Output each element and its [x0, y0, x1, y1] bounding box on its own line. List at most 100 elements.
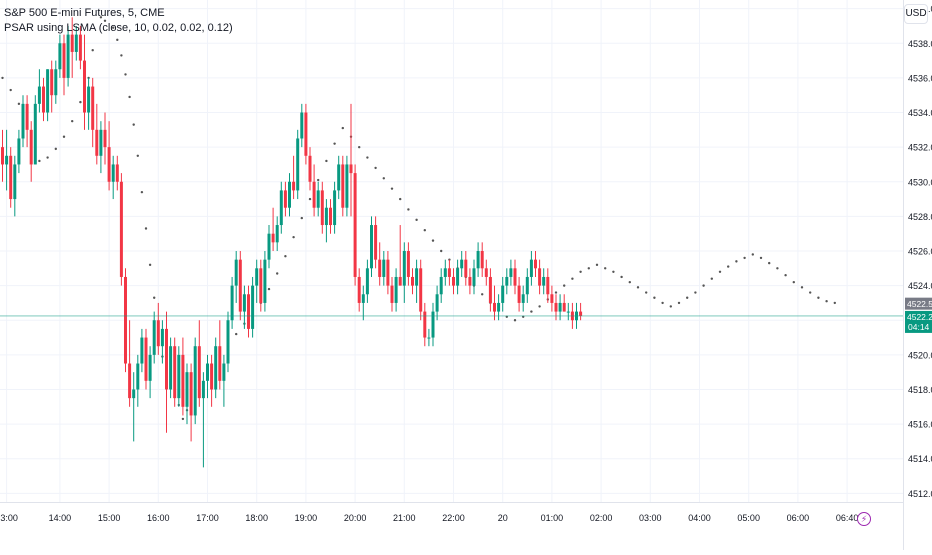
price-axis[interactable]: 4512.00 4514.00 4516.00 4518.00 4520.00 4522.…	[908, 4, 932, 499]
candle	[251, 276, 255, 338]
candle	[439, 268, 443, 303]
candle	[119, 173, 123, 286]
candle-body	[370, 225, 373, 269]
candle	[111, 155, 115, 200]
candle-body	[550, 294, 554, 303]
candle	[201, 372, 205, 468]
candle	[222, 354, 226, 407]
psar-dot	[620, 275, 623, 279]
candle-body	[251, 285, 255, 329]
candle-body	[353, 173, 357, 277]
psar-dot	[530, 310, 533, 313]
currency-button[interactable]: USD	[904, 4, 928, 24]
lightning-icon[interactable]: ⚡	[857, 512, 871, 526]
price-tick-label: 4534.00	[908, 108, 932, 118]
candle-body	[54, 69, 58, 96]
psar-dot	[612, 270, 615, 273]
candle-body	[316, 190, 320, 208]
psar-dot	[136, 154, 139, 157]
price-tick-label: 4524.00	[908, 281, 932, 291]
psar-dot	[99, 16, 103, 19]
time-tick-label: 15:00	[98, 513, 121, 523]
psar-dot	[440, 249, 443, 253]
candle	[115, 155, 119, 191]
psar-dot	[636, 286, 640, 289]
psar-dot	[366, 156, 369, 159]
candle	[238, 251, 242, 321]
candle-body	[452, 276, 455, 286]
candle-body	[279, 190, 283, 226]
candle	[415, 259, 419, 303]
candle	[464, 251, 468, 286]
candle	[210, 354, 214, 407]
time-axis[interactable]: 13:00 14:00 15:00 16:00 17:00 18:00 19:00 20:00…	[0, 513, 858, 523]
candle	[152, 311, 156, 364]
candle	[501, 276, 505, 312]
candle	[324, 199, 328, 243]
candle	[370, 216, 373, 277]
candle	[558, 294, 562, 321]
price-tick-label: 4512.00	[908, 489, 932, 499]
candle-body	[341, 164, 345, 208]
candle-body	[579, 311, 583, 316]
candle-body	[320, 190, 324, 226]
candle	[185, 363, 189, 425]
candle	[107, 121, 111, 191]
candle-body	[33, 103, 37, 165]
psar-dot	[38, 159, 41, 163]
time-tick-label: 06:40	[836, 513, 859, 523]
candle-body	[308, 155, 312, 182]
psar-dot	[604, 267, 607, 270]
candle-body	[288, 181, 291, 208]
candle	[103, 112, 107, 165]
indicator-label[interactable]: PSAR using LSMA (close, 10, 0.02, 0.02, …	[4, 22, 233, 34]
psar-dot	[784, 274, 787, 277]
psar-dot	[284, 254, 287, 258]
candle	[374, 216, 378, 269]
candle	[132, 372, 136, 442]
psar-dot	[153, 296, 156, 299]
psar-dot	[308, 197, 312, 201]
candle-body	[156, 320, 160, 347]
candle	[427, 328, 431, 347]
candle-body	[1, 147, 4, 165]
psar-dot	[17, 102, 21, 106]
time-tick-label: 18:00	[245, 513, 268, 523]
psar-dot	[833, 301, 836, 305]
candle-body	[439, 276, 443, 295]
candle	[234, 251, 238, 303]
candle	[288, 173, 291, 217]
time-tick-label: 04:00	[688, 513, 711, 523]
candle-body	[435, 294, 439, 312]
psar-dot	[112, 26, 115, 29]
candle	[124, 268, 127, 373]
candle	[263, 251, 267, 312]
symbol-title[interactable]: S&P 500 E-mini Futures, 5, CME	[4, 7, 165, 19]
psar-dot	[71, 119, 74, 123]
price-tick-label: 4520.00	[908, 350, 932, 360]
candle	[386, 251, 390, 295]
price-tick-label: 4536.00	[908, 73, 932, 83]
candle	[316, 181, 320, 217]
candle-body	[152, 320, 156, 355]
candle	[357, 268, 361, 312]
candle-body	[374, 225, 378, 260]
candle-body	[443, 268, 447, 277]
candle-body	[349, 164, 353, 174]
candle	[538, 259, 542, 295]
grid-lines	[0, 0, 903, 502]
candle-body	[394, 276, 398, 303]
candle	[546, 268, 550, 303]
psar-dot	[1, 76, 4, 80]
candle-body	[9, 155, 13, 200]
candle-body	[513, 268, 517, 286]
candle	[554, 294, 558, 321]
candle-body	[201, 380, 205, 399]
psar-dot	[235, 332, 238, 336]
candle	[29, 121, 33, 182]
candle	[349, 103, 353, 217]
psar-dot	[628, 280, 631, 284]
candle	[312, 164, 316, 217]
